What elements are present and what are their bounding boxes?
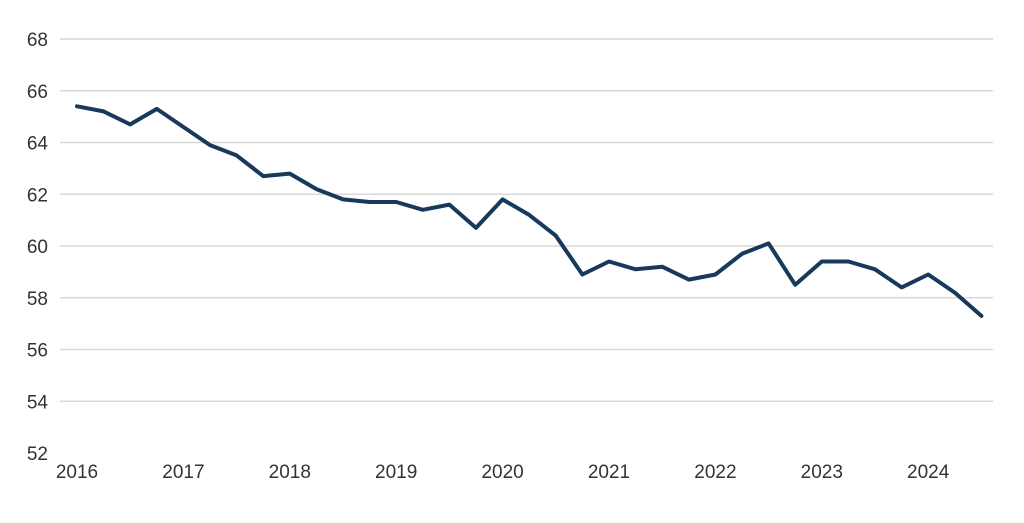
y-axis-label-60: 60 (27, 237, 48, 258)
x-axis-label-2023: 2023 (801, 462, 843, 483)
x-axis-label-2024: 2024 (907, 462, 950, 483)
y-axis-label-54: 54 (27, 392, 49, 413)
x-axis-label-2017: 2017 (162, 462, 204, 483)
y-axis-label-68: 68 (27, 30, 48, 51)
x-axis-label-2018: 2018 (269, 462, 311, 483)
x-axis-label-2016: 2016 (56, 462, 98, 483)
y-axis-label-56: 56 (27, 341, 48, 362)
y-axis-label-64: 64 (27, 134, 49, 155)
y-axis-label-58: 58 (27, 289, 48, 310)
y-axis-label-66: 66 (27, 82, 48, 103)
x-axis-label-2021: 2021 (588, 462, 630, 483)
x-axis-label-2020: 2020 (481, 462, 523, 483)
x-axis-label-2019: 2019 (375, 462, 417, 483)
x-axis-label-2022: 2022 (694, 462, 736, 483)
y-axis-label-52: 52 (27, 444, 48, 465)
data-line-series (75, 104, 984, 318)
y-axis-label-62: 62 (27, 185, 48, 206)
